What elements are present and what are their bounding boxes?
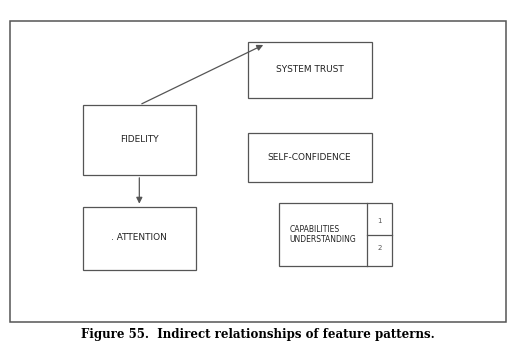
Bar xyxy=(83,206,196,270)
Bar xyxy=(248,42,372,98)
Text: Figure 55.  Indirect relationships of feature patterns.: Figure 55. Indirect relationships of fea… xyxy=(81,328,435,341)
Text: 2: 2 xyxy=(378,245,382,251)
Bar xyxy=(10,21,506,322)
Text: SELF-CONFIDENCE: SELF-CONFIDENCE xyxy=(268,153,351,162)
Text: FIDELITY: FIDELITY xyxy=(120,135,158,145)
Bar xyxy=(83,105,196,175)
Text: CAPABILITIES
UNDERSTANDING: CAPABILITIES UNDERSTANDING xyxy=(289,225,356,244)
Text: 1: 1 xyxy=(377,218,382,224)
Bar xyxy=(279,203,392,266)
Bar xyxy=(248,133,372,182)
Text: SYSTEM TRUST: SYSTEM TRUST xyxy=(276,65,344,75)
Text: . ATTENTION: . ATTENTION xyxy=(111,233,167,243)
